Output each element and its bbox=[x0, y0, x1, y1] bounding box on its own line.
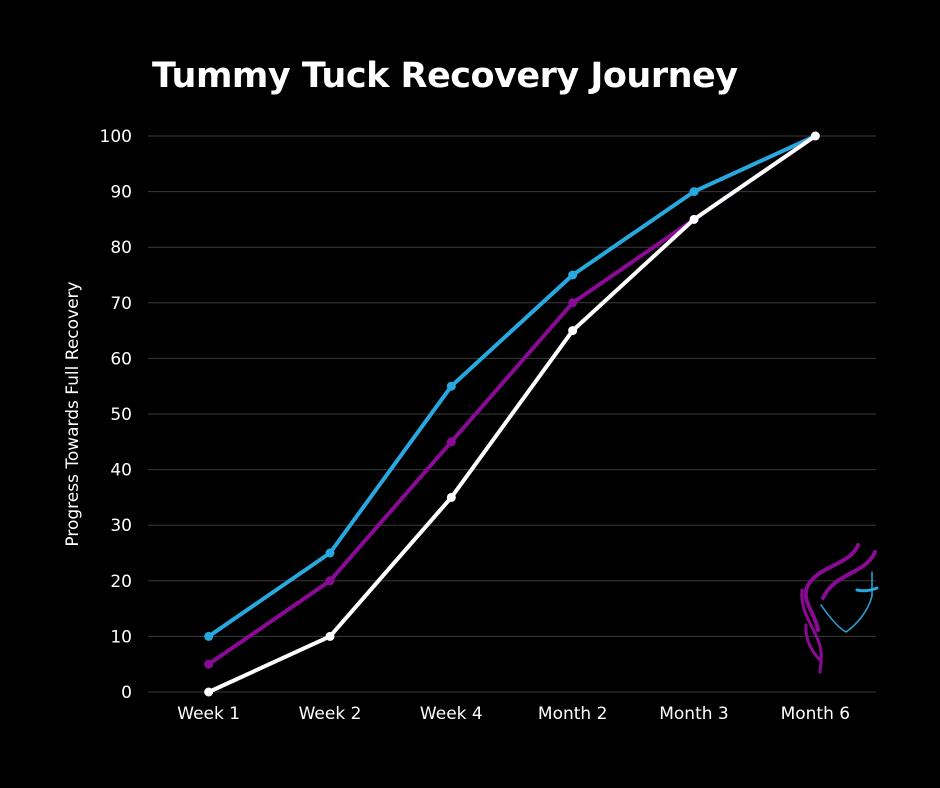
data-point bbox=[325, 576, 335, 586]
y-tick-label: 100 bbox=[100, 127, 132, 147]
y-axis-label: Progress Towards Full Recovery bbox=[63, 281, 83, 546]
x-tick-labels: Week 1 Week 2 Week 4 Month 2 Month 3 Month 6 bbox=[177, 704, 850, 724]
chart-title: Tummy Tuck Recovery Journey bbox=[152, 56, 738, 96]
series-line bbox=[207, 134, 817, 666]
y-tick-label: 70 bbox=[110, 294, 132, 314]
series-line bbox=[207, 134, 817, 639]
series-lines bbox=[204, 131, 820, 697]
logo-icon bbox=[800, 543, 879, 674]
x-tick-label: Week 4 bbox=[420, 704, 483, 724]
data-point bbox=[689, 214, 699, 224]
data-point bbox=[204, 659, 214, 669]
y-tick-labels: 0 10 20 30 40 50 60 70 80 90 100 bbox=[100, 127, 132, 703]
y-tick-label: 90 bbox=[110, 183, 132, 203]
data-point bbox=[446, 492, 456, 502]
data-point bbox=[204, 631, 214, 641]
y-tick-label: 30 bbox=[110, 516, 132, 536]
x-tick-label: Week 1 bbox=[177, 704, 240, 724]
x-tick-label: Month 3 bbox=[659, 704, 729, 724]
y-tick-label: 50 bbox=[110, 405, 132, 425]
y-tick-label: 20 bbox=[110, 572, 132, 592]
y-tick-label: 10 bbox=[110, 627, 132, 647]
data-point bbox=[810, 131, 820, 141]
y-tick-label: 0 bbox=[121, 683, 132, 703]
series-line bbox=[207, 134, 817, 694]
data-point bbox=[204, 687, 214, 697]
series-0 bbox=[204, 131, 820, 641]
data-point bbox=[568, 270, 578, 280]
data-point bbox=[568, 298, 578, 308]
data-point bbox=[325, 548, 335, 558]
y-tick-label: 60 bbox=[110, 349, 132, 369]
x-tick-label: Week 2 bbox=[299, 704, 362, 724]
data-point bbox=[446, 437, 456, 447]
y-tick-label: 80 bbox=[110, 238, 132, 258]
y-tick-label: 40 bbox=[110, 461, 132, 481]
series-2 bbox=[204, 131, 820, 697]
gridlines bbox=[148, 135, 876, 693]
x-tick-label: Month 2 bbox=[538, 704, 608, 724]
data-point bbox=[568, 326, 578, 336]
x-tick-label: Month 6 bbox=[781, 704, 851, 724]
data-point bbox=[325, 631, 335, 641]
data-point bbox=[446, 381, 456, 391]
data-point bbox=[689, 187, 699, 197]
series-1 bbox=[204, 131, 820, 669]
